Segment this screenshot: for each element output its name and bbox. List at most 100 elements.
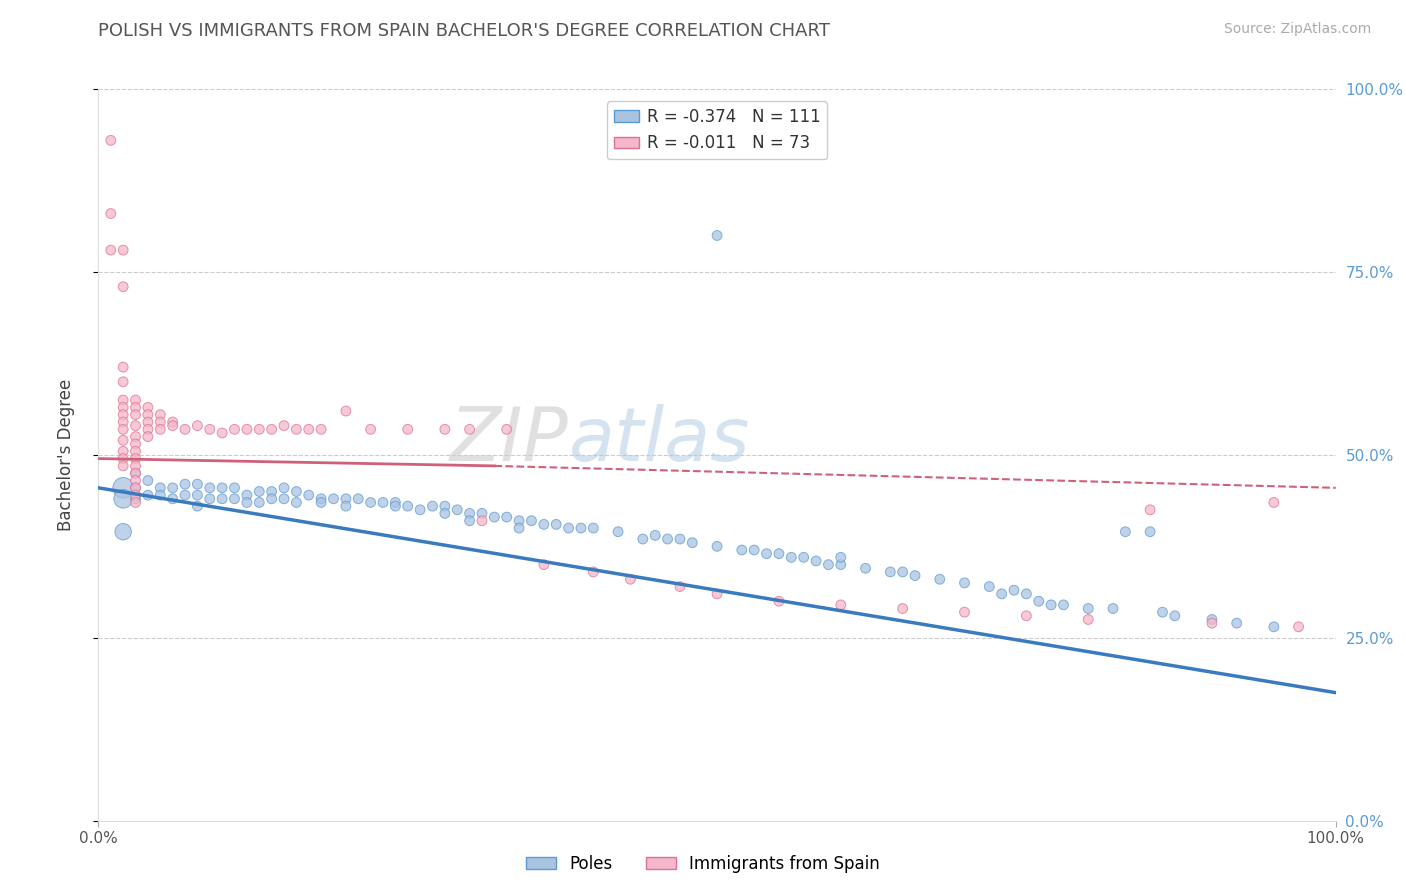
Point <box>112 458 135 473</box>
Point <box>1152 605 1174 619</box>
Point <box>273 481 295 495</box>
Point <box>149 488 172 502</box>
Point <box>706 587 728 601</box>
Point <box>1139 503 1161 517</box>
Point <box>112 415 135 429</box>
Point <box>657 532 679 546</box>
Point <box>112 481 135 495</box>
Point <box>236 495 259 509</box>
Point <box>149 422 172 436</box>
Point <box>247 495 270 509</box>
Point <box>124 430 146 444</box>
Point <box>124 393 146 408</box>
Point <box>124 474 146 488</box>
Point <box>979 580 1001 594</box>
Point <box>768 547 790 561</box>
Point <box>124 466 146 480</box>
Point <box>112 491 135 506</box>
Point <box>1002 583 1025 598</box>
Point <box>533 517 555 532</box>
Point <box>768 594 790 608</box>
Point <box>136 488 159 502</box>
Point <box>285 495 308 509</box>
Point <box>1028 594 1050 608</box>
Point <box>186 499 208 513</box>
Point <box>458 514 481 528</box>
Point <box>335 499 357 513</box>
Point <box>520 514 543 528</box>
Point <box>644 528 666 542</box>
Point <box>1052 598 1074 612</box>
Point <box>112 434 135 448</box>
Point <box>112 360 135 375</box>
Point <box>384 499 406 513</box>
Point <box>904 568 927 582</box>
Point <box>309 422 332 436</box>
Point <box>953 605 976 619</box>
Point <box>458 422 481 436</box>
Point <box>186 488 208 502</box>
Y-axis label: Bachelor's Degree: Bachelor's Degree <box>56 379 75 531</box>
Point <box>247 422 270 436</box>
Point <box>211 425 233 440</box>
Point <box>471 514 494 528</box>
Point <box>731 543 754 558</box>
Point <box>360 495 382 509</box>
Point <box>830 558 852 572</box>
Point <box>557 521 579 535</box>
Point <box>755 547 778 561</box>
Point <box>1040 598 1063 612</box>
Point <box>804 554 827 568</box>
Point <box>198 422 221 436</box>
Point <box>433 422 456 436</box>
Point <box>669 532 692 546</box>
Legend: Poles, Immigrants from Spain: Poles, Immigrants from Spain <box>519 848 887 880</box>
Point <box>484 510 506 524</box>
Point <box>607 524 630 539</box>
Point <box>706 228 728 243</box>
Point <box>112 444 135 458</box>
Point <box>1263 495 1285 509</box>
Point <box>1077 613 1099 627</box>
Point <box>136 430 159 444</box>
Point <box>273 418 295 433</box>
Point <box>112 243 135 257</box>
Point <box>124 495 146 509</box>
Point <box>335 404 357 418</box>
Point <box>100 243 122 257</box>
Point <box>471 507 494 521</box>
Point <box>780 550 803 565</box>
Point <box>124 418 146 433</box>
Point <box>569 521 592 535</box>
Point <box>742 543 765 558</box>
Point <box>1015 608 1038 623</box>
Point <box>433 507 456 521</box>
Text: Source: ZipAtlas.com: Source: ZipAtlas.com <box>1223 22 1371 37</box>
Point <box>285 422 308 436</box>
Point <box>273 491 295 506</box>
Point <box>124 481 146 495</box>
Point <box>830 598 852 612</box>
Point <box>211 491 233 506</box>
Point <box>236 488 259 502</box>
Text: POLISH VS IMMIGRANTS FROM SPAIN BACHELOR'S DEGREE CORRELATION CHART: POLISH VS IMMIGRANTS FROM SPAIN BACHELOR… <box>98 22 831 40</box>
Point <box>298 422 321 436</box>
Point <box>508 514 530 528</box>
Point <box>224 422 246 436</box>
Legend: R = -0.374   N = 111, R = -0.011   N = 73: R = -0.374 N = 111, R = -0.011 N = 73 <box>607 101 827 159</box>
Point <box>112 279 135 293</box>
Point <box>458 507 481 521</box>
Point <box>224 481 246 495</box>
Point <box>495 510 517 524</box>
Point <box>247 484 270 499</box>
Point <box>495 422 517 436</box>
Point <box>619 572 641 586</box>
Point <box>112 451 135 466</box>
Point <box>124 444 146 458</box>
Point <box>285 484 308 499</box>
Point <box>793 550 815 565</box>
Point <box>162 415 184 429</box>
Point <box>186 418 208 433</box>
Point <box>112 375 135 389</box>
Point <box>669 580 692 594</box>
